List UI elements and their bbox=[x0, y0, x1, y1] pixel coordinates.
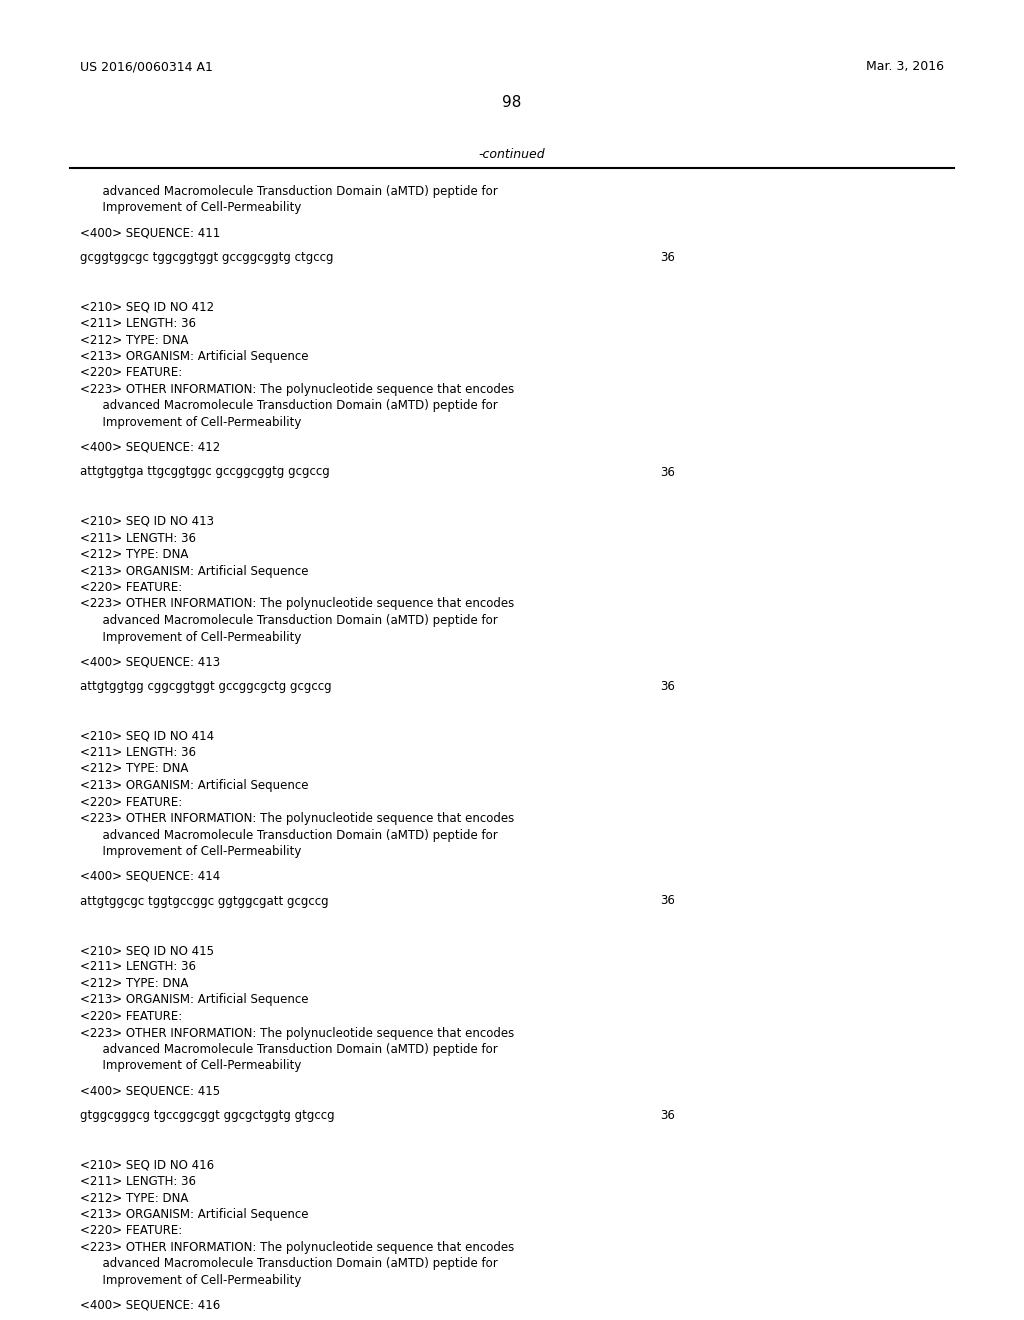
Text: <220> FEATURE:: <220> FEATURE: bbox=[80, 1225, 182, 1238]
Text: attgtggtgg cggcggtggt gccggcgctg gcgccg: attgtggtgg cggcggtggt gccggcgctg gcgccg bbox=[80, 680, 332, 693]
Text: <212> TYPE: DNA: <212> TYPE: DNA bbox=[80, 977, 188, 990]
Text: US 2016/0060314 A1: US 2016/0060314 A1 bbox=[80, 59, 213, 73]
Text: <211> LENGTH: 36: <211> LENGTH: 36 bbox=[80, 317, 196, 330]
Text: advanced Macromolecule Transduction Domain (aMTD) peptide for: advanced Macromolecule Transduction Doma… bbox=[80, 1258, 498, 1270]
Text: <211> LENGTH: 36: <211> LENGTH: 36 bbox=[80, 961, 196, 974]
Text: advanced Macromolecule Transduction Domain (aMTD) peptide for: advanced Macromolecule Transduction Doma… bbox=[80, 400, 498, 412]
Text: <210> SEQ ID NO 412: <210> SEQ ID NO 412 bbox=[80, 301, 214, 314]
Text: <213> ORGANISM: Artificial Sequence: <213> ORGANISM: Artificial Sequence bbox=[80, 779, 308, 792]
Text: <400> SEQUENCE: 412: <400> SEQUENCE: 412 bbox=[80, 441, 220, 454]
Text: Improvement of Cell-Permeability: Improvement of Cell-Permeability bbox=[80, 1060, 301, 1072]
Text: Mar. 3, 2016: Mar. 3, 2016 bbox=[866, 59, 944, 73]
Text: <211> LENGTH: 36: <211> LENGTH: 36 bbox=[80, 746, 196, 759]
Text: Improvement of Cell-Permeability: Improvement of Cell-Permeability bbox=[80, 416, 301, 429]
Text: Improvement of Cell-Permeability: Improvement of Cell-Permeability bbox=[80, 1274, 301, 1287]
Text: <212> TYPE: DNA: <212> TYPE: DNA bbox=[80, 334, 188, 346]
Text: <223> OTHER INFORMATION: The polynucleotide sequence that encodes: <223> OTHER INFORMATION: The polynucleot… bbox=[80, 383, 514, 396]
Text: -continued: -continued bbox=[478, 148, 546, 161]
Text: <400> SEQUENCE: 416: <400> SEQUENCE: 416 bbox=[80, 1299, 220, 1312]
Text: <211> LENGTH: 36: <211> LENGTH: 36 bbox=[80, 1175, 196, 1188]
Text: 36: 36 bbox=[660, 466, 675, 479]
Text: <211> LENGTH: 36: <211> LENGTH: 36 bbox=[80, 532, 196, 544]
Text: 36: 36 bbox=[660, 1109, 675, 1122]
Text: Improvement of Cell-Permeability: Improvement of Cell-Permeability bbox=[80, 202, 301, 214]
Text: attgtggtga ttgcggtggc gccggcggtg gcgccg: attgtggtga ttgcggtggc gccggcggtg gcgccg bbox=[80, 466, 330, 479]
Text: <212> TYPE: DNA: <212> TYPE: DNA bbox=[80, 548, 188, 561]
Text: gtggcgggcg tgccggcggt ggcgctggtg gtgccg: gtggcgggcg tgccggcggt ggcgctggtg gtgccg bbox=[80, 1109, 335, 1122]
Text: <223> OTHER INFORMATION: The polynucleotide sequence that encodes: <223> OTHER INFORMATION: The polynucleot… bbox=[80, 1027, 514, 1040]
Text: advanced Macromolecule Transduction Domain (aMTD) peptide for: advanced Macromolecule Transduction Doma… bbox=[80, 1043, 498, 1056]
Text: <210> SEQ ID NO 416: <210> SEQ ID NO 416 bbox=[80, 1159, 214, 1172]
Text: <210> SEQ ID NO 415: <210> SEQ ID NO 415 bbox=[80, 944, 214, 957]
Text: advanced Macromolecule Transduction Domain (aMTD) peptide for: advanced Macromolecule Transduction Doma… bbox=[80, 829, 498, 842]
Text: 36: 36 bbox=[660, 680, 675, 693]
Text: <213> ORGANISM: Artificial Sequence: <213> ORGANISM: Artificial Sequence bbox=[80, 350, 308, 363]
Text: Improvement of Cell-Permeability: Improvement of Cell-Permeability bbox=[80, 845, 301, 858]
Text: <213> ORGANISM: Artificial Sequence: <213> ORGANISM: Artificial Sequence bbox=[80, 565, 308, 578]
Text: <220> FEATURE:: <220> FEATURE: bbox=[80, 1010, 182, 1023]
Text: 36: 36 bbox=[660, 251, 675, 264]
Text: <400> SEQUENCE: 414: <400> SEQUENCE: 414 bbox=[80, 870, 220, 883]
Text: <220> FEATURE:: <220> FEATURE: bbox=[80, 581, 182, 594]
Text: advanced Macromolecule Transduction Domain (aMTD) peptide for: advanced Macromolecule Transduction Doma… bbox=[80, 614, 498, 627]
Text: <212> TYPE: DNA: <212> TYPE: DNA bbox=[80, 1192, 188, 1204]
Text: 36: 36 bbox=[660, 895, 675, 908]
Text: <220> FEATURE:: <220> FEATURE: bbox=[80, 367, 182, 380]
Text: <223> OTHER INFORMATION: The polynucleotide sequence that encodes: <223> OTHER INFORMATION: The polynucleot… bbox=[80, 1241, 514, 1254]
Text: gcggtggcgc tggcggtggt gccggcggtg ctgccg: gcggtggcgc tggcggtggt gccggcggtg ctgccg bbox=[80, 251, 334, 264]
Text: <223> OTHER INFORMATION: The polynucleotide sequence that encodes: <223> OTHER INFORMATION: The polynucleot… bbox=[80, 598, 514, 610]
Text: <213> ORGANISM: Artificial Sequence: <213> ORGANISM: Artificial Sequence bbox=[80, 1208, 308, 1221]
Text: advanced Macromolecule Transduction Domain (aMTD) peptide for: advanced Macromolecule Transduction Doma… bbox=[80, 185, 498, 198]
Text: <212> TYPE: DNA: <212> TYPE: DNA bbox=[80, 763, 188, 776]
Text: Improvement of Cell-Permeability: Improvement of Cell-Permeability bbox=[80, 631, 301, 644]
Text: <400> SEQUENCE: 415: <400> SEQUENCE: 415 bbox=[80, 1084, 220, 1097]
Text: <220> FEATURE:: <220> FEATURE: bbox=[80, 796, 182, 808]
Text: <400> SEQUENCE: 413: <400> SEQUENCE: 413 bbox=[80, 655, 220, 668]
Text: attgtggcgc tggtgccggc ggtggcgatt gcgccg: attgtggcgc tggtgccggc ggtggcgatt gcgccg bbox=[80, 895, 329, 908]
Text: <213> ORGANISM: Artificial Sequence: <213> ORGANISM: Artificial Sequence bbox=[80, 994, 308, 1006]
Text: <210> SEQ ID NO 414: <210> SEQ ID NO 414 bbox=[80, 730, 214, 742]
Text: 98: 98 bbox=[503, 95, 521, 110]
Text: <400> SEQUENCE: 411: <400> SEQUENCE: 411 bbox=[80, 226, 220, 239]
Text: <223> OTHER INFORMATION: The polynucleotide sequence that encodes: <223> OTHER INFORMATION: The polynucleot… bbox=[80, 812, 514, 825]
Text: <210> SEQ ID NO 413: <210> SEQ ID NO 413 bbox=[80, 515, 214, 528]
